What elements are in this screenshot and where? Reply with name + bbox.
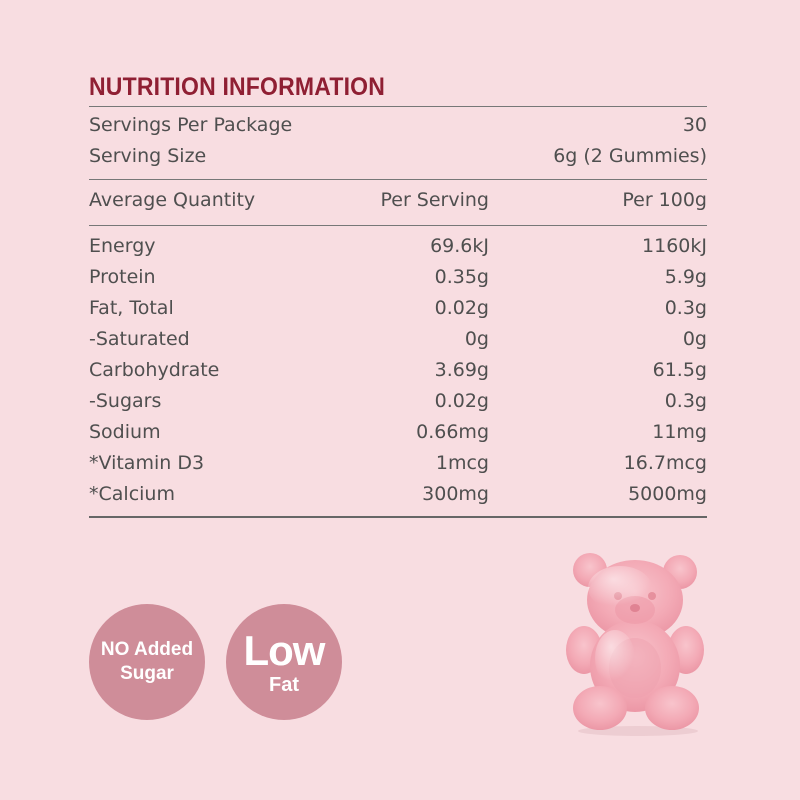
badge-line: NO Added bbox=[100, 639, 194, 660]
serving-size-value: 6g (2 Gummies) bbox=[553, 145, 707, 167]
badge-small-text: Fat bbox=[269, 674, 299, 696]
servings-per-package-label: Servings Per Package bbox=[89, 114, 293, 136]
nutrient-name: -Sugars bbox=[89, 390, 162, 412]
nutrient-name: Energy bbox=[89, 235, 156, 257]
per-100g-value: 61.5g bbox=[652, 359, 707, 381]
nutrition-table-body: Energy 69.6kJ 1160kJ Protein 0.35g 5.9g Fat, T… bbox=[89, 226, 707, 516]
header-average-quantity: Average Quantity bbox=[89, 189, 256, 211]
serving-size-label: Serving Size bbox=[89, 145, 207, 167]
page-title: NUTRITION INFORMATION bbox=[89, 73, 386, 101]
per-serving-value: 3.69g bbox=[434, 359, 489, 381]
table-row: Protein 0.35g 5.9g bbox=[89, 262, 707, 293]
header-row: Average Quantity Per Serving Per 100g bbox=[89, 185, 707, 216]
divider bbox=[89, 179, 707, 180]
nutrient-name: Sodium bbox=[89, 421, 161, 443]
servings-per-package-value: 30 bbox=[682, 114, 707, 136]
divider bbox=[89, 225, 707, 226]
per-serving-value: 0.66mg bbox=[416, 421, 489, 443]
nutrient-name: -Saturated bbox=[89, 328, 190, 350]
per-serving-value: 69.6kJ bbox=[430, 235, 489, 257]
table-row: Energy 69.6kJ 1160kJ bbox=[89, 231, 707, 262]
no-added-sugar-badge: NO Added Sugar bbox=[89, 604, 205, 720]
header-per-100g: Per 100g bbox=[622, 189, 707, 211]
table-row: -Saturated 0g 0g bbox=[89, 324, 707, 355]
table-row: *Calcium 300mg 5000mg bbox=[89, 479, 707, 510]
per-serving-value: 0.02g bbox=[434, 390, 489, 412]
per-100g-value: 16.7mcg bbox=[623, 452, 707, 474]
per-100g-value: 5.9g bbox=[664, 266, 707, 288]
per-serving-value: 300mg bbox=[422, 483, 489, 505]
servings-block: Servings Per Package 30 Serving Size 6g … bbox=[89, 107, 707, 179]
per-serving-value: 0.02g bbox=[434, 297, 489, 319]
low-fat-badge: Low Fat bbox=[226, 604, 342, 720]
table-row: Fat, Total 0.02g 0.3g bbox=[89, 293, 707, 324]
header-per-serving: Per Serving bbox=[380, 189, 489, 211]
per-serving-value: 1mcg bbox=[435, 452, 489, 474]
nutrient-name: Carbohydrate bbox=[89, 359, 220, 381]
per-serving-value: 0g bbox=[464, 328, 489, 350]
badge-line: Sugar bbox=[120, 663, 174, 684]
badge-big-text: Low bbox=[243, 627, 326, 674]
divider bbox=[89, 516, 707, 518]
gummy-bear-image bbox=[566, 553, 704, 736]
nutrition-panel: NUTRITION INFORMATION Servings Per Packa… bbox=[89, 68, 707, 518]
per-serving-value: 0.35g bbox=[434, 266, 489, 288]
table-row: *Vitamin D3 1mcg 16.7mcg bbox=[89, 448, 707, 479]
table-row: -Sugars 0.02g 0.3g bbox=[89, 386, 707, 417]
table-row: Carbohydrate 3.69g 61.5g bbox=[89, 355, 707, 386]
divider bbox=[89, 106, 707, 107]
per-100g-value: 5000mg bbox=[628, 483, 707, 505]
nutrient-name: *Calcium bbox=[89, 483, 175, 505]
table-row: Sodium 0.66mg 11mg bbox=[89, 417, 707, 448]
per-100g-value: 0g bbox=[682, 328, 707, 350]
nutrient-name: *Vitamin D3 bbox=[89, 452, 205, 474]
per-100g-value: 11mg bbox=[652, 421, 707, 443]
per-100g-value: 0.3g bbox=[664, 297, 707, 319]
servings-per-package-row: Servings Per Package 30 bbox=[89, 110, 707, 141]
nutrient-name: Protein bbox=[89, 266, 156, 288]
serving-size-row: Serving Size 6g (2 Gummies) bbox=[89, 141, 707, 172]
per-100g-value: 0.3g bbox=[664, 390, 707, 412]
nutrient-name: Fat, Total bbox=[89, 297, 174, 319]
table-header: Average Quantity Per Serving Per 100g bbox=[89, 180, 707, 225]
per-100g-value: 1160kJ bbox=[642, 235, 707, 257]
